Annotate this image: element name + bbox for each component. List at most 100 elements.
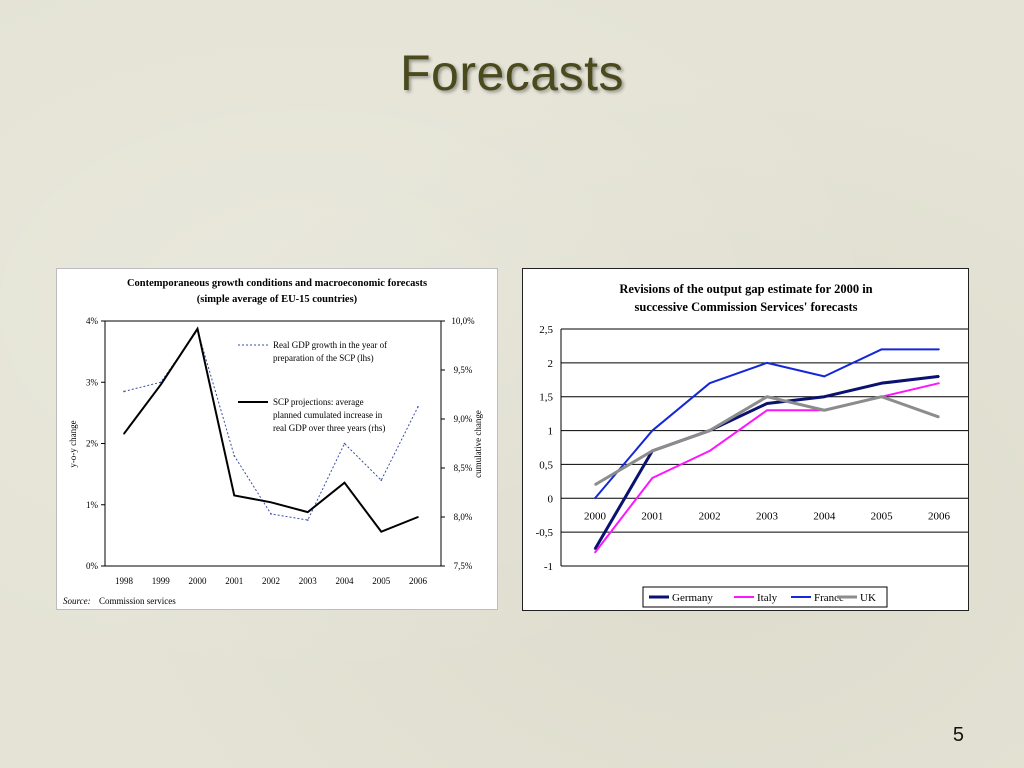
y-axis-tick-label: 0	[548, 493, 554, 505]
y-axis-tick-label: 1,5	[539, 392, 553, 404]
data-point-uk	[880, 395, 883, 398]
legend-label-uk: UK	[860, 592, 876, 604]
data-point-uk	[766, 395, 768, 398]
data-point-france	[594, 497, 596, 500]
chart-title: Contemporaneous growth conditions and ma…	[127, 278, 427, 289]
left-axis-tick-label: 4%	[86, 316, 99, 326]
legend-label-2: real GDP over three years (rhs)	[273, 423, 385, 433]
x-axis-tick-label: 2003	[756, 510, 779, 522]
left-axis-tick-label: 0%	[86, 561, 99, 571]
x-axis-tick-label: 2000	[584, 510, 607, 522]
x-axis-tick-label: 2005	[871, 510, 894, 522]
data-point-1	[233, 454, 236, 457]
data-point-france	[880, 348, 883, 351]
data-point-france	[823, 375, 826, 378]
data-point-2	[270, 501, 272, 504]
legend-label-france: France	[814, 592, 844, 604]
growth-forecast-chart-panel: Contemporaneous growth conditions and ma…	[56, 268, 498, 610]
legend-label-germany: Germany	[672, 592, 713, 604]
output-gap-chart-panel: Revisions of the output gap estimate for…	[522, 268, 969, 611]
x-axis-tick-label: 2005	[372, 576, 391, 586]
left-axis-tick-label: 1%	[86, 500, 99, 510]
chart-title-line: successive Commission Services' forecast…	[635, 300, 858, 314]
data-point-2	[159, 383, 162, 386]
series-line-italy	[594, 382, 940, 554]
left-axis-label: y-o-y change	[68, 420, 78, 467]
data-point-2	[306, 511, 309, 513]
right-axis-tick-label: 7,5%	[454, 561, 473, 571]
y-axis-tick-label: 1	[548, 426, 554, 438]
x-axis-tick-label: 2006	[928, 510, 951, 522]
right-axis-tick-label: 8,5%	[454, 463, 473, 473]
data-point-1	[380, 479, 383, 482]
right-axis-tick-label: 10,0%	[451, 316, 475, 326]
data-point-france	[651, 429, 654, 432]
x-axis-tick-label: 1999	[152, 576, 171, 586]
x-axis-tick-label: 2004	[813, 510, 836, 522]
x-axis-tick-label: 2002	[699, 510, 721, 522]
data-point-france	[708, 382, 711, 384]
data-point-2	[123, 432, 125, 435]
output-gap-chart: Revisions of the output gap estimate for…	[536, 282, 968, 608]
chart-subtitle: (simple average of EU-15 countries)	[197, 294, 358, 305]
data-point-germany	[766, 402, 768, 405]
source-text: Commission services	[99, 596, 176, 606]
data-point-italy	[651, 477, 654, 479]
data-point-france	[938, 348, 940, 351]
left-axis-tick-label: 2%	[86, 439, 99, 449]
x-axis-tick-label: 2004	[336, 576, 355, 586]
series-line-france	[594, 348, 939, 499]
data-point-1	[123, 390, 125, 393]
data-point-2	[343, 481, 346, 484]
source-label: Source:	[63, 596, 91, 606]
legend-box	[642, 586, 888, 608]
data-point-uk	[708, 429, 711, 432]
y-axis-tick-label: 2	[548, 358, 554, 370]
data-point-2	[380, 530, 383, 533]
legend-label-italy: Italy	[757, 592, 778, 604]
data-point-germany	[938, 375, 940, 378]
data-point-italy	[594, 551, 596, 554]
right-axis-label: cumulative change	[473, 410, 483, 478]
legend-label-1: preparation of the SCP (lhs)	[273, 353, 374, 363]
y-axis-tick-label: -0,5	[536, 527, 554, 539]
right-axis-tick-label: 8,0%	[454, 512, 473, 522]
x-axis-tick-label: 1998	[115, 576, 134, 586]
data-point-italy	[938, 382, 940, 384]
x-axis-tick-label: 2002	[262, 576, 280, 586]
right-axis-tick-label: 9,5%	[454, 365, 473, 375]
data-point-1	[306, 519, 309, 521]
data-point-germany	[823, 395, 826, 398]
legend-label-2: planned cumulated increase in	[273, 410, 383, 420]
data-point-2	[233, 494, 236, 497]
slide-title: Forecasts	[399, 45, 624, 101]
y-axis-tick-label: 2,5	[539, 324, 553, 336]
data-point-france	[766, 362, 768, 364]
data-point-italy	[708, 450, 711, 452]
y-axis-tick-label: -1	[544, 561, 553, 573]
right-axis-tick-label: 9,0%	[454, 414, 473, 424]
x-axis-tick-label: 2001	[641, 510, 663, 522]
data-point-1	[343, 442, 346, 445]
growth-forecast-chart: Contemporaneous growth conditions and ma…	[63, 278, 483, 606]
chart-title-line: Revisions of the output gap estimate for…	[619, 282, 872, 296]
data-point-uk	[594, 483, 596, 486]
left-axis-tick-label: 3%	[86, 377, 99, 387]
x-axis-tick-label: 2006	[409, 576, 428, 586]
data-point-germany	[880, 382, 883, 384]
data-point-uk	[938, 416, 940, 418]
data-point-uk	[823, 409, 826, 412]
data-point-1	[417, 405, 419, 408]
data-point-italy	[766, 409, 768, 412]
data-point-1	[270, 513, 272, 515]
slide-number: 5	[952, 724, 964, 746]
x-axis-tick-label: 2003	[299, 576, 318, 586]
data-point-2	[417, 516, 419, 518]
data-point-germany	[594, 548, 596, 550]
data-point-uk	[651, 450, 654, 452]
y-axis-tick-label: 0,5	[539, 459, 553, 471]
legend-label-2: SCP projections: average	[273, 397, 364, 407]
legend-label-1: Real GDP growth in the year of	[273, 340, 387, 350]
x-axis-tick-label: 2001	[225, 576, 243, 586]
series-line-germany	[593, 374, 940, 550]
